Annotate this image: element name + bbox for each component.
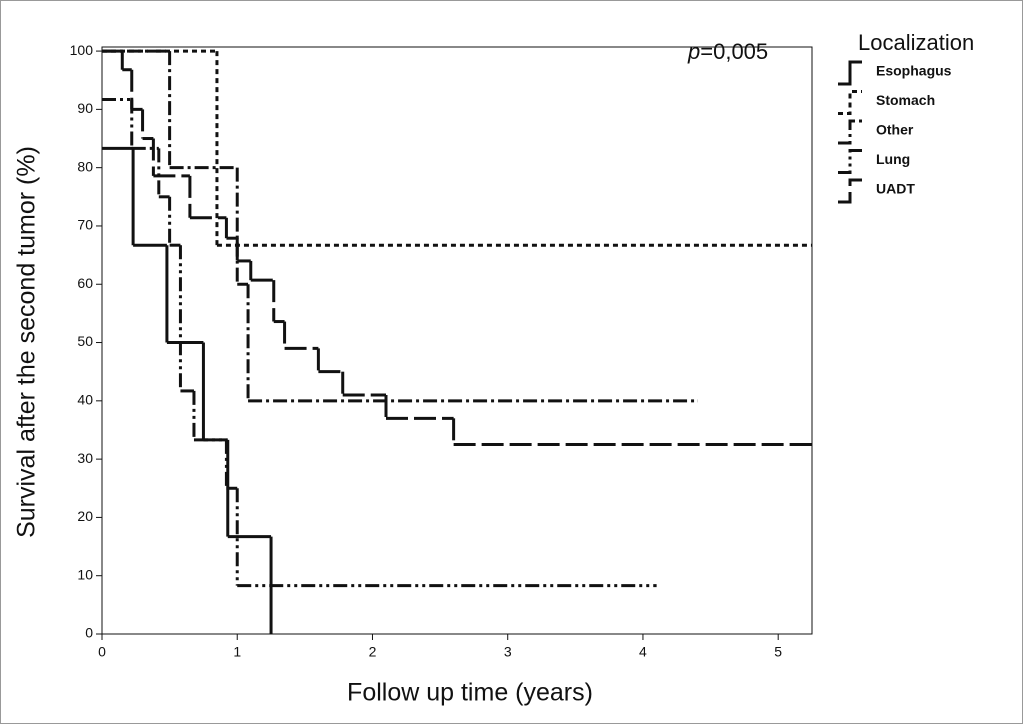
- legend-icon: [838, 119, 862, 145]
- survival-curve: [102, 49, 812, 447]
- legend-label: Esophagus: [876, 63, 952, 79]
- y-tick-label: 70: [77, 217, 93, 233]
- annotation: p=0,005: [687, 39, 768, 64]
- legend-title: Localization: [858, 30, 974, 55]
- x-tick-label: 2: [369, 644, 377, 660]
- y-tick-label: 60: [77, 275, 93, 291]
- x-tick-label: 1: [233, 644, 241, 660]
- y-tick-label: 10: [77, 566, 93, 582]
- x-tick-label: 3: [504, 644, 512, 660]
- y-tick-label: 50: [77, 333, 93, 349]
- legend-icon: [838, 60, 862, 86]
- x-tick-label: 5: [774, 644, 782, 660]
- x-tick-label: 0: [98, 644, 106, 660]
- x-axis-label: Follow up time (years): [347, 679, 593, 707]
- plot-area: [101, 46, 813, 635]
- y-tick-label: 20: [77, 508, 93, 524]
- y-tick-label: 40: [77, 392, 93, 408]
- legend-label: Other: [876, 122, 914, 138]
- y-axis-label: Survival after the second tumor (%): [13, 146, 41, 538]
- y-tick-label: 90: [77, 100, 93, 116]
- legend-icon: [838, 90, 862, 115]
- annotation-p: p: [687, 39, 700, 64]
- y-tick-label: 30: [77, 450, 93, 466]
- y-tick-label: 0: [85, 625, 93, 641]
- legend-label: Stomach: [876, 92, 935, 108]
- survival-curve: [102, 49, 698, 403]
- annotation-value: =0,005: [700, 39, 768, 64]
- legend-label: Lung: [876, 151, 910, 167]
- survival-curve: [102, 97, 657, 588]
- legend-label: UADT: [876, 181, 915, 197]
- y-tick-label: 80: [77, 158, 93, 174]
- legend-icon: [838, 149, 862, 174]
- legend-icon: [838, 178, 862, 204]
- x-tick-label: 4: [639, 644, 647, 660]
- y-tick-label: 100: [70, 42, 94, 58]
